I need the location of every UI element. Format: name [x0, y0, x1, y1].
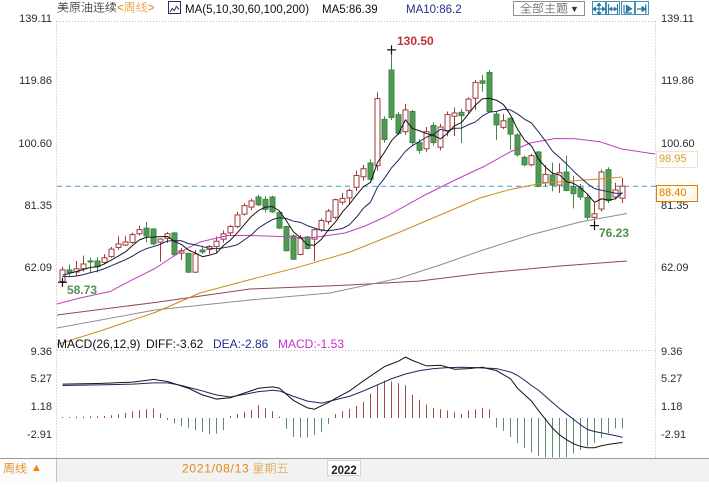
fit-width-button[interactable]: [606, 1, 620, 15]
high-annotation: 130.50: [397, 34, 434, 48]
low-annotation-right: 76.23: [599, 226, 630, 240]
jump-end-button[interactable]: [635, 1, 649, 15]
last-price-marker: 88.40: [656, 185, 698, 202]
period-tag[interactable]: < >: [117, 2, 155, 16]
macd-macd-label: MACD:-1.53: [278, 337, 345, 351]
macd-axis-label-right: 1.18: [661, 401, 683, 414]
theme-dropdown[interactable]: ▼: [513, 1, 585, 16]
macd-title: MACD(26,12,9): [57, 337, 141, 351]
step-play-button[interactable]: [620, 1, 635, 15]
symbol-title: [57, 2, 117, 16]
axis-date-label: 2021/08/13: [182, 463, 289, 477]
macd-axis-label-right: 5.27: [661, 373, 683, 386]
macd-diff-label: DIFF:-3.62: [146, 337, 204, 351]
low-annotation-left: 58.73: [67, 283, 98, 297]
macd-axis-label-left: 9.36: [30, 345, 52, 358]
ma10-value-label: MA10:86.2: [406, 4, 462, 16]
fit-width-icon: [607, 4, 619, 14]
price-axis-label-right: 119.86: [661, 75, 694, 88]
price-axis-label-left: 62.09: [24, 262, 52, 275]
theme-dropdown-label: [520, 3, 568, 17]
macd-dea-label: DEA:-2.86: [213, 337, 269, 351]
ma-settings-label: MA(5,10,30,60,100,200): [185, 4, 310, 16]
line-chart-icon[interactable]: [168, 1, 181, 14]
candlestick-series: [59, 49, 626, 283]
svg-text:<: <: [117, 2, 124, 15]
price-axis-label-left: 100.60: [18, 137, 52, 150]
step-play-icon: [622, 4, 633, 14]
macd-axis-label-right: 9.36: [661, 345, 683, 358]
period-cell[interactable]: [0, 459, 57, 482]
footer-period-label: [3, 463, 27, 477]
macd-legend: MACD(26,12,9) DIFF:-3.62 DEA:-2.86 MACD:…: [0, 337, 660, 351]
macd-axis-label-left: 5.27: [30, 373, 52, 386]
price-axis-label-right: 81.35: [661, 200, 689, 213]
pan-crosshair-icon: [591, 1, 607, 17]
settle-price-marker: 98.95: [656, 151, 698, 168]
price-axis-label-left: 139.11: [19, 13, 52, 25]
svg-text:2021/08/13: 2021/08/13: [182, 463, 249, 476]
macd-axis-label-left: 1.18: [30, 401, 52, 414]
dea-line: [62, 366, 623, 438]
header-bar: < > MA(5,10,30,60,100,200) MA5:86.39 MA10…: [0, 0, 709, 21]
price-axis-label-left: 81.35: [24, 200, 52, 213]
axis-year-label: 2022: [327, 460, 361, 477]
price-axis-label-right: 62.09: [661, 262, 689, 275]
price-axis-label-left: 119.86: [19, 75, 52, 88]
collapse-triangle-icon[interactable]: ▲: [31, 462, 42, 474]
price-axis-label-right: 100.60: [661, 137, 695, 150]
jump-end-icon: [637, 4, 647, 14]
pan-crosshair-button[interactable]: [591, 1, 607, 17]
ma5-value-label: MA5:86.39: [322, 4, 378, 16]
svg-text:>: >: [148, 2, 155, 15]
macd-axis-label-left: -2.91: [26, 428, 52, 441]
diff-line: [62, 356, 623, 449]
macd-axis-label-right: -2.91: [661, 428, 687, 441]
chevron-down-icon: ▼: [570, 4, 579, 14]
price-axis-label-right: 139.11: [661, 13, 694, 25]
macd-histogram: [62, 380, 623, 458]
